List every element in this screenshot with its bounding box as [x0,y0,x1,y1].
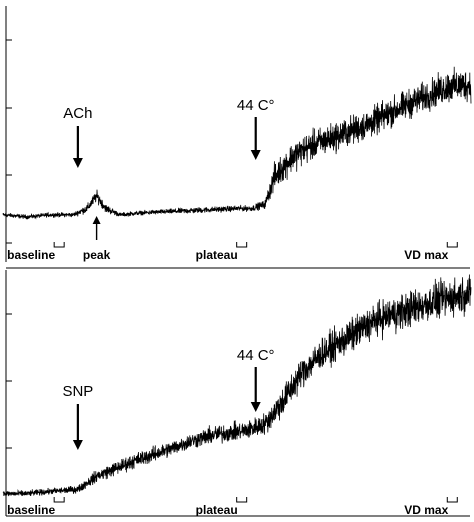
annotation-arrow-head [250,150,261,160]
window-bracket [236,242,248,248]
markers-bottom: baseline plateau VD max [7,497,458,517]
trace-bottom [2,274,472,497]
annotation-label: 44 C° [237,97,275,114]
peak-arrow-head [92,216,101,224]
trace-top [2,66,472,220]
panel-ach: ACh 44 C° peak baseline plateau VD max [2,6,472,262]
window-bracket [236,497,248,503]
annotation-arrow-head [72,440,83,450]
panel-snp: SNP 44 C° baseline plateau VD max [2,270,472,517]
window-label: VD max [404,503,448,517]
window-bracket [53,242,65,248]
window-bracket [53,497,65,503]
annotation-arrow-head [72,158,83,168]
window-label: plateau [196,248,238,262]
window-label: VD max [404,248,448,262]
signal-trace [2,274,472,497]
annotation-arrow-head [250,402,261,412]
peak-label: peak [83,248,111,262]
annotations-top: ACh 44 C° peak [63,97,274,262]
signal-trace [2,66,472,220]
window-label: baseline [7,248,55,262]
window-bracket [446,242,458,248]
annotations-bottom: SNP 44 C° [62,347,275,450]
annotation-label: ACh [63,105,92,122]
window-label: plateau [196,503,238,517]
window-bracket [446,497,458,503]
markers-top: baseline plateau VD max [7,242,458,262]
annotation-label: SNP [62,383,93,400]
annotation-label: 44 C° [237,347,275,364]
window-label: baseline [7,503,55,517]
